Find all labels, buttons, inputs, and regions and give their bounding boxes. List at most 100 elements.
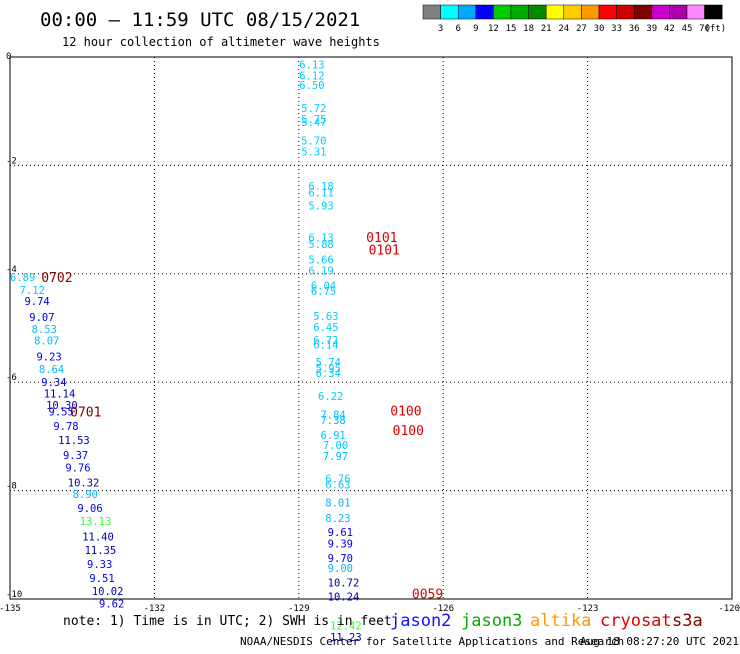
wave-height-label: 11.35: [85, 545, 117, 557]
pass-time-label: 0101: [366, 231, 397, 246]
x-tick-label: -135: [0, 604, 21, 614]
wave-height-label: 5.47: [301, 117, 326, 129]
wave-height-label: 13.13: [80, 516, 112, 528]
wave-height-label: 5.66: [308, 255, 333, 267]
colorbar-swatch: [686, 4, 705, 20]
grid: [10, 57, 732, 599]
y-tick-label: -2: [6, 156, 17, 166]
wave-height-label: 8.53: [32, 324, 57, 336]
colorbar-swatch: [528, 4, 547, 20]
legend-jason2: jason2: [390, 611, 451, 631]
x-tick-label: -129: [288, 604, 310, 614]
wave-height-label: 6.75: [311, 286, 336, 298]
legend-s3a: s3a: [672, 611, 703, 631]
wave-height-label: 11.40: [82, 532, 114, 544]
colorbar-swatch: [457, 4, 477, 20]
y-tick-label: -8: [6, 482, 17, 492]
x-tick-label: -120: [718, 604, 740, 614]
pass-time-label: 0702: [41, 271, 72, 286]
wave-height-label: 6.50: [299, 80, 324, 92]
colorbar-swatch: [440, 4, 459, 20]
colorbar-label: 39: [646, 24, 657, 34]
colorbar-swatch: [669, 4, 688, 20]
wave-height-label: 5.31: [301, 146, 326, 158]
colorbar-unit: (ft): [705, 24, 727, 34]
wave-height-label: 9.37: [63, 450, 88, 462]
colorbar-label: 21: [541, 24, 552, 34]
wave-height-label: 9.78: [53, 421, 78, 433]
wave-height-label: 5.88: [308, 239, 333, 251]
wave-height-label: 9.06: [77, 503, 102, 515]
wave-height-label: 5.95: [316, 363, 341, 375]
colorbar-swatch: [493, 4, 512, 20]
wave-height-label: 6.89: [10, 272, 35, 284]
wave-height-label: 5.75: [301, 114, 326, 126]
wave-height-label: 6.18: [308, 181, 333, 193]
x-tick-label: -126: [432, 604, 454, 614]
wave-height-label: 9.74: [24, 296, 49, 308]
colorbar-label: 27: [576, 24, 587, 34]
legend-jason3: jason3: [461, 611, 522, 631]
wave-height-label: 9.70: [328, 553, 353, 565]
legend-altika: altika: [530, 611, 591, 631]
wave-height-label: 6.76: [325, 474, 350, 486]
y-tick-label: -4: [6, 265, 17, 275]
satellite-legend: jason2 jason3 altika cryosat s3a: [390, 611, 703, 631]
y-tick-label: 0: [6, 52, 11, 62]
colorbar-swatch: [581, 4, 600, 20]
note-text: note: 1) Time is in UTC; 2) SWH is in fe…: [63, 614, 392, 629]
y-tick-label: -10: [6, 590, 22, 600]
wave-height-label: 7.84: [320, 410, 345, 422]
wave-height-label: 11.23: [330, 632, 362, 644]
pass-time-label: 0100: [390, 404, 421, 419]
wave-height-label: 12.42: [330, 621, 362, 633]
colorbar-label: 45: [682, 24, 693, 34]
wave-height-label: 6.45: [313, 322, 338, 334]
colorbar-swatch: [510, 4, 529, 20]
wave-height-label: 6.04: [311, 281, 336, 293]
wave-height-label: 6.14: [313, 339, 338, 351]
wave-height-label: 9.76: [65, 462, 90, 474]
wave-height-label: 6.11: [308, 188, 333, 200]
wave-height-label: 7.97: [323, 451, 348, 463]
colorbar-label: 18: [523, 24, 534, 34]
wave-height-label: 8.07: [34, 335, 59, 347]
wave-height-label: 8.23: [325, 513, 350, 525]
colorbar-label: 15: [506, 24, 517, 34]
colorbar-swatch: [633, 4, 653, 20]
wave-height-label: 6.12: [299, 70, 324, 82]
x-axis-ticks: -135 -132 -129 -126 -123 -120: [0, 604, 740, 614]
wave-height-label: 7.00: [323, 440, 348, 452]
colorbar-swatch: [651, 4, 670, 20]
wave-height-label: 10.32: [68, 477, 100, 489]
colorbar-label: 36: [629, 24, 640, 34]
colorbar-swatch: [422, 4, 441, 20]
wave-height-label: 9.34: [41, 377, 66, 389]
y-axis-ticks: 0 -2 -4 -6 -8 -10: [6, 52, 22, 600]
wave-height-label: 9.33: [87, 559, 112, 571]
colorbar-label: 70: [699, 24, 710, 34]
wave-height-label: 5.70: [301, 135, 326, 147]
colorbar-label: 42: [664, 24, 675, 34]
pass-time-label: 0100: [393, 424, 424, 439]
colorbar-swatch: [616, 4, 635, 20]
wave-height-label: 5.93: [308, 201, 333, 213]
wave-height-label: 6.34: [316, 368, 341, 380]
pass-time-label: 0059: [412, 588, 443, 603]
wave-height-label: 9.07: [29, 312, 54, 324]
wave-height-label: 6.19: [308, 266, 333, 278]
wave-height-label: 6.22: [318, 391, 343, 403]
wave-height-label: 7.38: [320, 415, 345, 427]
wave-height-label: 10.30: [46, 400, 78, 412]
colorbar-label: 24: [558, 24, 569, 34]
credit-text: NOAA/NESDIS Center for Satellite Applica…: [240, 635, 624, 648]
timestamp-text: Aug 18 08:27:20 UTC 2021: [580, 635, 739, 648]
colorbar-label: 33: [611, 24, 622, 34]
wave-height-label: 9.00: [328, 563, 353, 575]
colorbar-swatch: [475, 4, 494, 20]
wave-height-label: 11.53: [58, 435, 90, 447]
wave-height-label: 11.14: [44, 389, 76, 401]
